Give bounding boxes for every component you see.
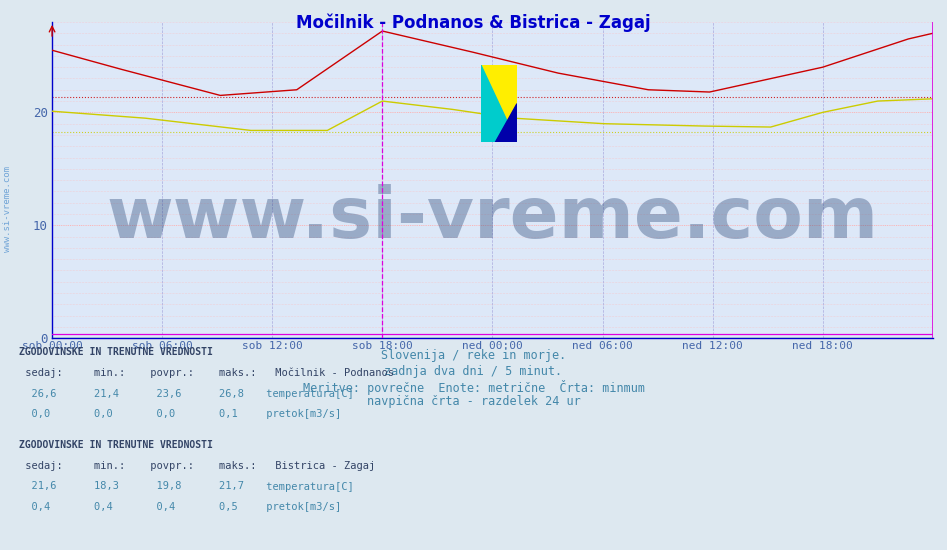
Text: temperatura[C]: temperatura[C] bbox=[260, 388, 354, 399]
Text: 21,6      18,3      19,8      21,7: 21,6 18,3 19,8 21,7 bbox=[19, 481, 244, 492]
Text: ZGODOVINSKE IN TRENUTNE VREDNOSTI: ZGODOVINSKE IN TRENUTNE VREDNOSTI bbox=[19, 439, 213, 450]
Text: www.si-vreme.com: www.si-vreme.com bbox=[3, 166, 12, 252]
Text: www.si-vreme.com: www.si-vreme.com bbox=[106, 184, 879, 252]
Text: temperatura[C]: temperatura[C] bbox=[260, 481, 354, 492]
Polygon shape bbox=[481, 65, 517, 142]
Text: 0,0       0,0       0,0       0,1: 0,0 0,0 0,0 0,1 bbox=[19, 409, 238, 420]
Text: sedaj:     min.:    povpr.:    maks.:   Bistrica - Zagaj: sedaj: min.: povpr.: maks.: Bistrica - Z… bbox=[19, 460, 375, 471]
Text: Meritve: povrečne  Enote: metrične  Črta: minmum: Meritve: povrečne Enote: metrične Črta: … bbox=[302, 380, 645, 395]
Polygon shape bbox=[495, 103, 517, 142]
Text: zadnja dva dni / 5 minut.: zadnja dva dni / 5 minut. bbox=[384, 365, 563, 378]
Text: navpična črta - razdelek 24 ur: navpična črta - razdelek 24 ur bbox=[366, 395, 581, 409]
Text: Močilnik - Podnanos & Bistrica - Zagaj: Močilnik - Podnanos & Bistrica - Zagaj bbox=[296, 14, 651, 32]
Text: pretok[m3/s]: pretok[m3/s] bbox=[260, 502, 342, 513]
Text: 26,6      21,4      23,6      26,8: 26,6 21,4 23,6 26,8 bbox=[19, 388, 244, 399]
Text: Slovenija / reke in morje.: Slovenija / reke in morje. bbox=[381, 349, 566, 362]
Text: sedaj:     min.:    povpr.:    maks.:   Močilnik - Podnanos: sedaj: min.: povpr.: maks.: Močilnik - P… bbox=[19, 367, 394, 378]
Text: pretok[m3/s]: pretok[m3/s] bbox=[260, 409, 342, 420]
Text: 0,4       0,4       0,4       0,5: 0,4 0,4 0,4 0,5 bbox=[19, 502, 238, 513]
Text: ZGODOVINSKE IN TRENUTNE VREDNOSTI: ZGODOVINSKE IN TRENUTNE VREDNOSTI bbox=[19, 346, 213, 357]
